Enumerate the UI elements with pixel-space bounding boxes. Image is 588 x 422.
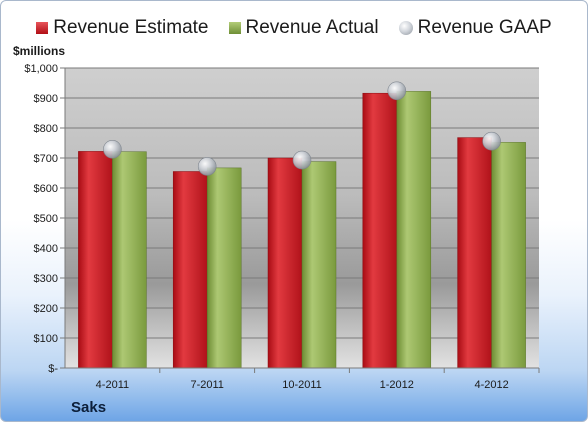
bar-actual <box>301 161 337 369</box>
x-tick-label: 4-2011 <box>96 379 129 391</box>
x-tick-label: 4-2012 <box>474 379 508 391</box>
bar-actual <box>112 151 147 369</box>
marker-gaap <box>197 157 217 176</box>
y-tick-label: $- <box>48 363 58 375</box>
legend-swatch-estimate <box>36 22 49 34</box>
x-tick-label: 10-2011 <box>282 379 322 391</box>
marker-gaap <box>292 150 312 170</box>
bar-estimate <box>267 157 303 369</box>
y-tick-label: $600 <box>34 183 58 195</box>
legend-label-actual: Revenue Actual <box>245 17 379 38</box>
y-tick-label: $400 <box>34 243 58 255</box>
legend: Revenue Estimate Revenue Actual Revenue … <box>1 17 587 39</box>
marker-gaap <box>387 81 407 101</box>
x-tick-label: 7-2011 <box>190 379 223 391</box>
company-name: Saks <box>71 399 107 416</box>
y-tick-label: $700 <box>34 153 58 165</box>
bar-actual <box>206 167 242 369</box>
axes: $- $100 $200 $300 $400 $500 $600 $700 $800 $900 $1… <box>24 63 540 391</box>
y-tick-label: $100 <box>34 333 58 345</box>
bar-actual <box>491 142 526 369</box>
legend-swatch-gaap <box>398 21 413 35</box>
legend-item-estimate: Revenue Estimate <box>36 17 209 39</box>
legend-item-gaap: Revenue GAAP <box>398 17 552 39</box>
gaap-markers <box>103 81 501 176</box>
y-tick-label: $1,000 <box>24 63 58 75</box>
bar-estimate <box>457 137 492 369</box>
bar-actual <box>396 91 432 369</box>
x-tick-label: 1-2012 <box>380 379 414 391</box>
y-tick-label: $200 <box>34 303 58 315</box>
y-tick-label: $800 <box>34 123 58 135</box>
bar-estimate <box>172 171 208 369</box>
bar-estimate <box>78 151 113 369</box>
legend-label-gaap: Revenue GAAP <box>417 17 552 38</box>
marker-gaap <box>482 131 501 151</box>
y-unit-label: $millions <box>13 44 66 58</box>
bars <box>78 91 526 369</box>
legend-swatch-actual <box>228 22 241 34</box>
legend-label-estimate: Revenue Estimate <box>53 17 209 38</box>
y-tick-label: $500 <box>34 213 58 225</box>
bar-estimate <box>362 92 398 369</box>
y-tick-label: $300 <box>34 273 58 285</box>
legend-item-actual: Revenue Actual <box>228 17 379 39</box>
y-tick-label: $900 <box>34 93 58 105</box>
marker-gaap <box>103 140 122 159</box>
